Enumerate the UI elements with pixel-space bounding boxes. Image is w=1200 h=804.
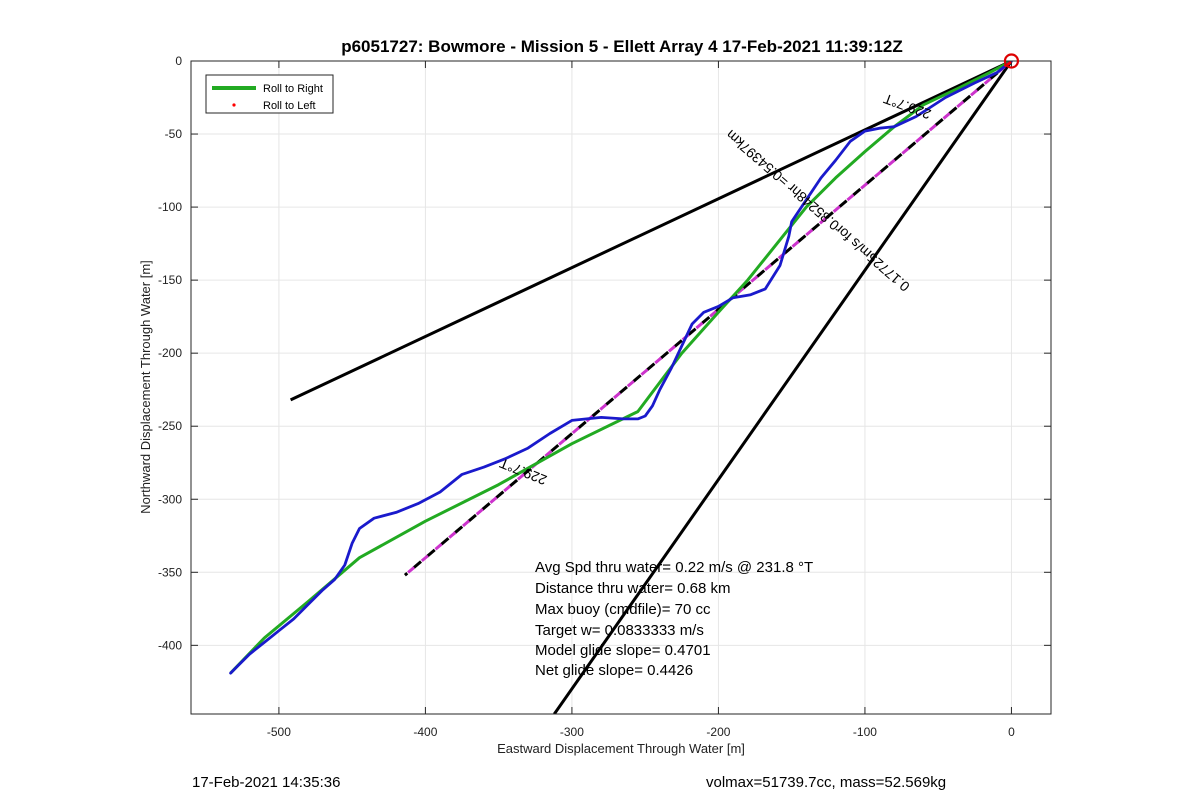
x-tick-label: 0 [1008,725,1015,739]
y-tick-label: -250 [158,419,182,433]
axes-box [190,60,1052,715]
legend: Roll to Right Roll to Left [205,74,334,114]
stat-model-glide: Model glide slope= 0.4701 [535,642,711,659]
x-tick-label: -300 [560,725,584,739]
legend-label-roll-right: Roll to Right [263,83,323,95]
y-tick-label: -100 [158,200,182,214]
x-tick-label: -100 [853,725,877,739]
x-tick-labels: -500 -400 -300 -200 -100 0 [267,725,1015,739]
y-tick-labels: 0 -50 -100 -150 -200 -250 -300 -350 -400 [158,54,182,652]
series-track-blue [229,61,1013,675]
guide-line-2 [553,61,1013,714]
stat-max-buoy: Max buoy (cmdfile)= 70 cc [535,601,711,618]
x-axis-label: Eastward Displacement Through Water [m] [497,741,745,756]
stat-net-glide: Net glide slope= 0.4426 [535,662,693,679]
y-tick-label: -150 [158,273,182,287]
footer-timestamp: 17-Feb-2021 14:35:36 [192,774,340,791]
guide-line-1 [289,61,1013,402]
stat-distance: Distance thru water= 0.68 km [535,580,731,597]
y-tick-label: -200 [158,346,182,360]
mean-track-black-dash [403,61,1013,577]
roll-left-point [1007,62,1011,66]
x-tick-label: -200 [706,725,730,739]
stat-target-w: Target w= 0.0833333 m/s [535,622,704,639]
y-tick-label: -350 [158,565,182,579]
start-marker [1003,53,1020,69]
plot-area [191,61,1051,714]
x-tick-label: -500 [267,725,291,739]
x-tick-label: -400 [413,725,437,739]
y-tick-label: -50 [165,127,183,141]
y-tick-label: -300 [158,492,182,506]
legend-swatch-roll-left [232,103,236,107]
footer-volmax-mass: volmax=51739.7cc, mass=52.569kg [706,774,946,791]
stat-avg-speed: Avg Spd thru water= 0.22 m/s @ 231.8 °T [535,559,813,576]
legend-box [205,74,334,114]
mean-track-magenta-dash [403,61,1013,577]
stats-block: Avg Spd thru water= 0.22 m/s @ 231.8 °T … [535,559,813,679]
y-axis-label: Northward Displacement Through Water [m] [138,260,153,514]
y-tick-label: -400 [158,638,182,652]
chart-title: p6051727: Bowmore - Mission 5 - Ellett A… [341,37,903,56]
legend-label-roll-left: Roll to Left [263,100,316,112]
x-tick-marks [278,61,1012,714]
y-tick-label: 0 [175,54,182,68]
data-layer [229,61,1013,714]
series-roll-to-right [229,61,1013,675]
